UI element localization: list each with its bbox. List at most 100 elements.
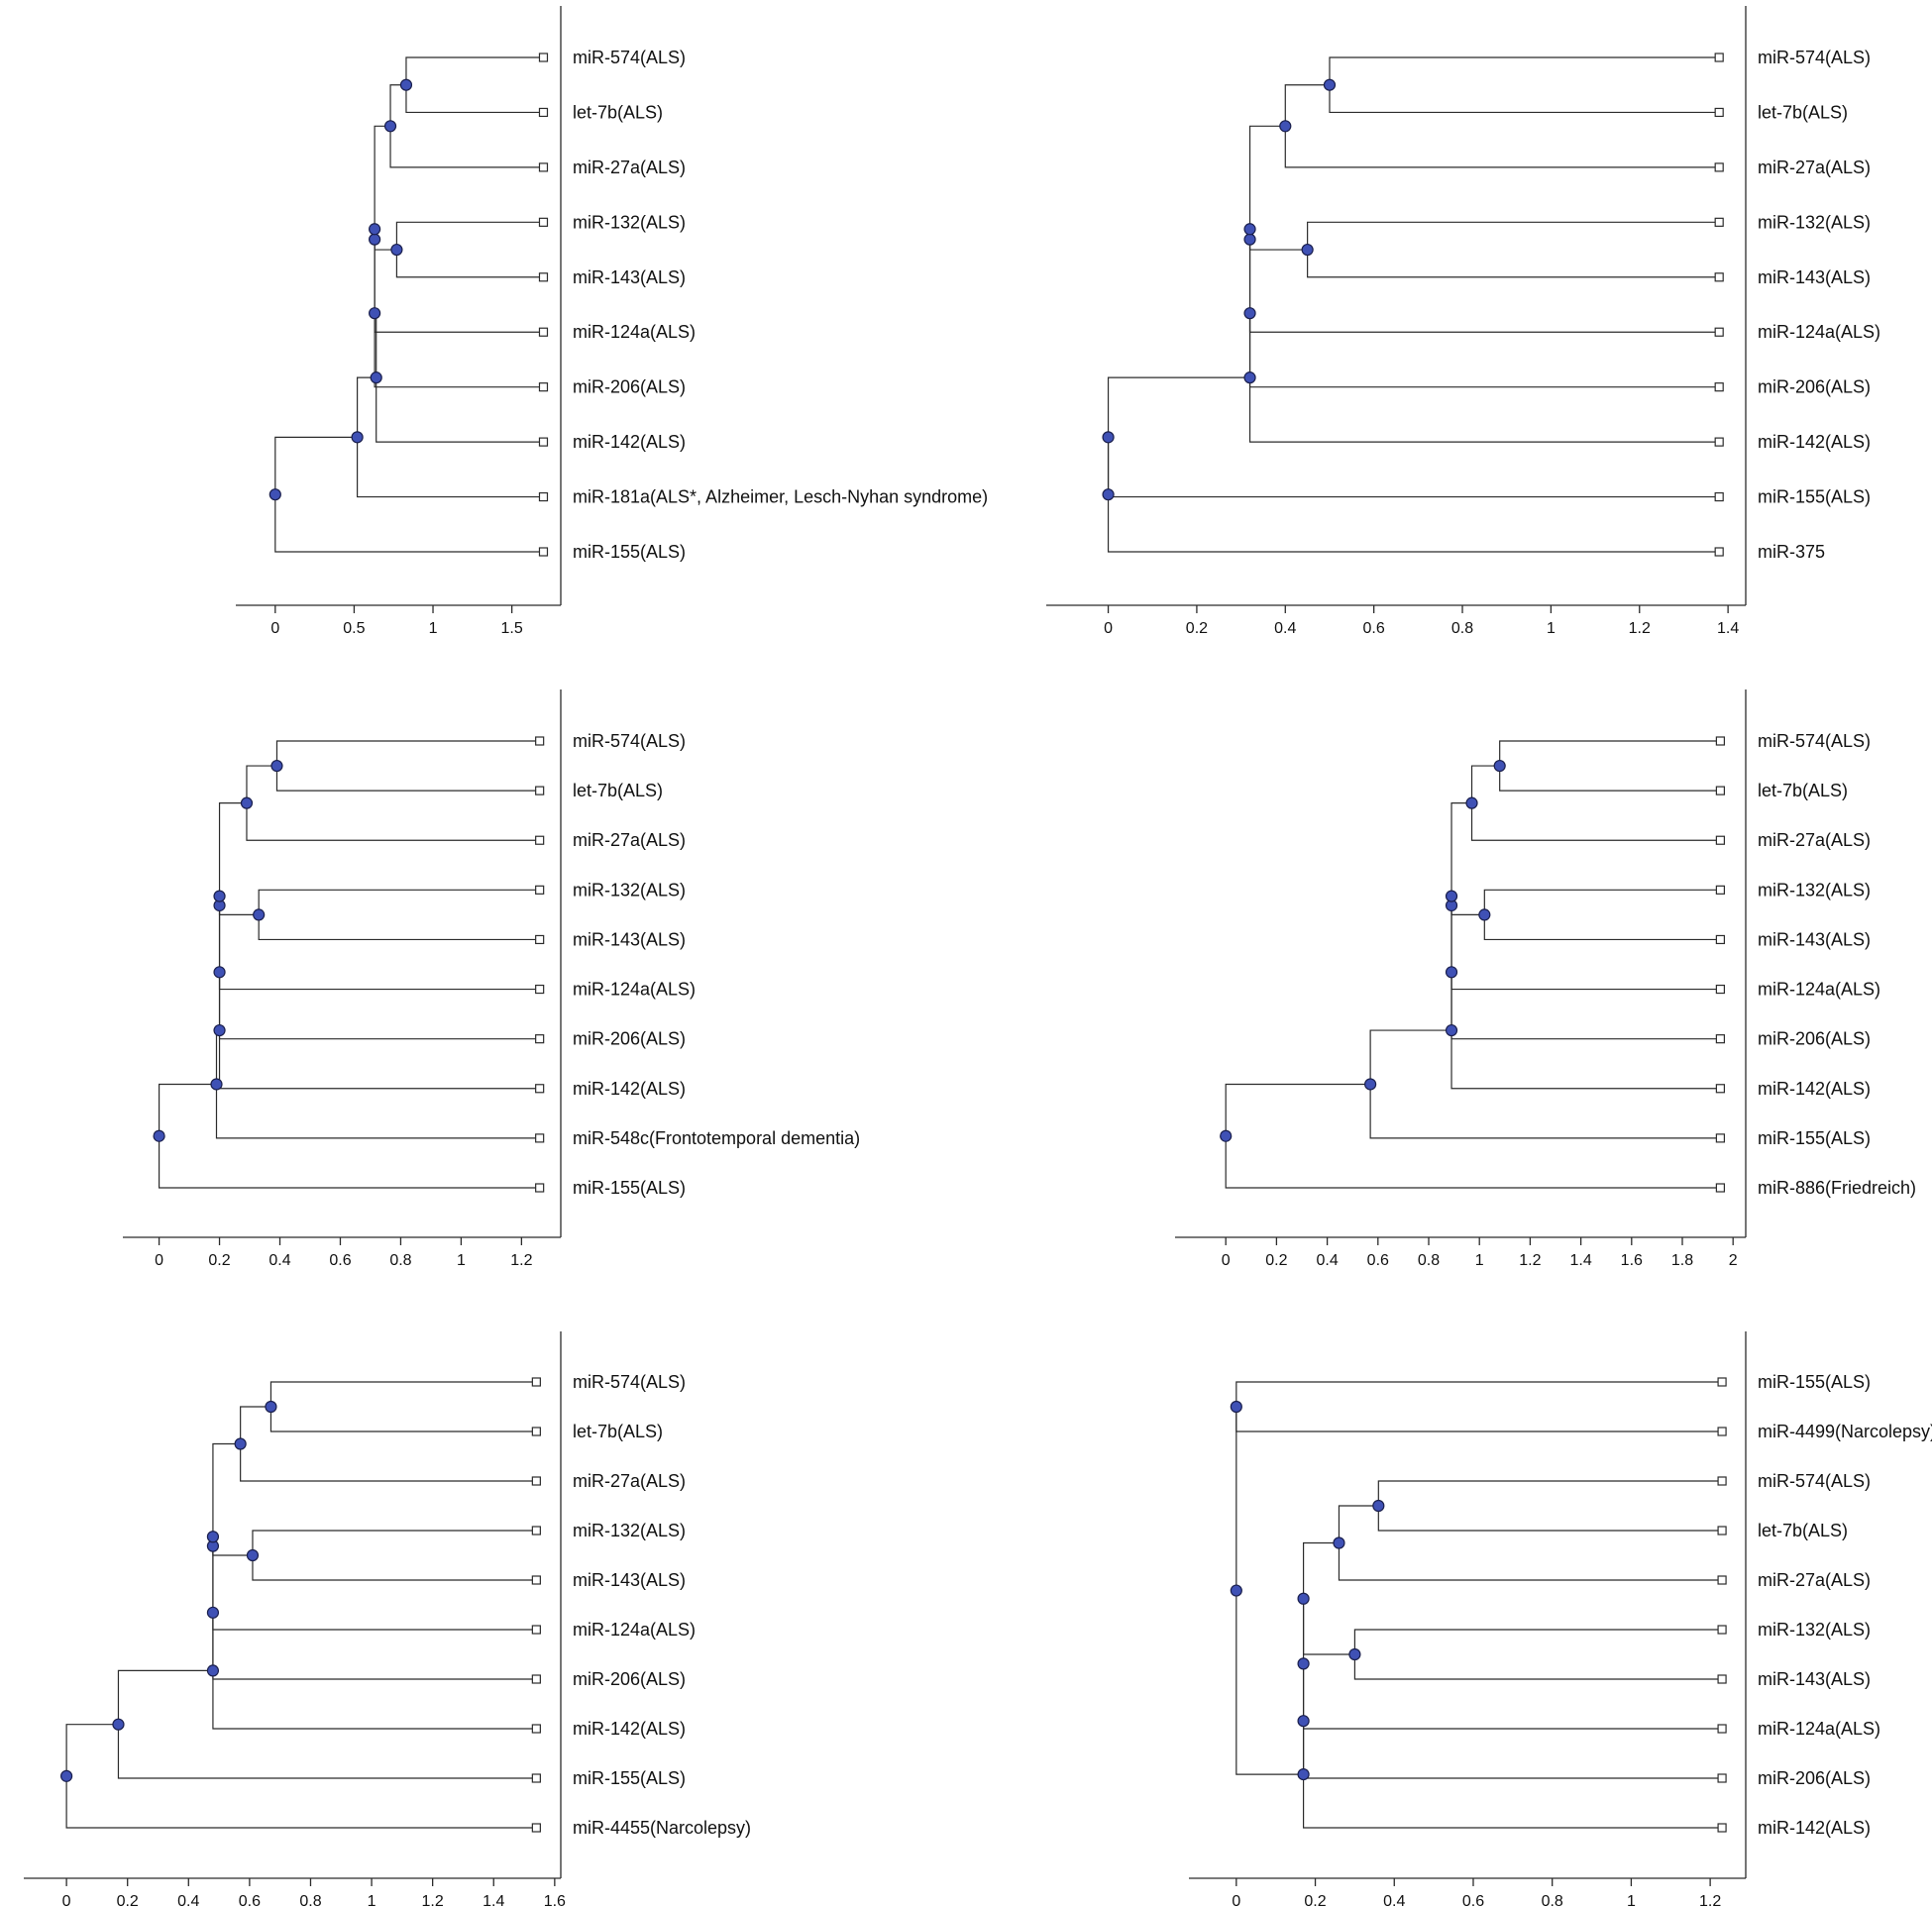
- merge-node: [1445, 890, 1458, 902]
- dendrogram-link: [269, 1381, 537, 1432]
- leaf-label: miR-206(ALS): [573, 377, 686, 397]
- dendrogram-link: [240, 1406, 537, 1482]
- leaf-label: miR-27a(ALS): [573, 158, 686, 177]
- dendrogram-link: [1225, 1083, 1721, 1189]
- leaf-marker: [1717, 1427, 1727, 1436]
- x-tick-label: 1: [1475, 1252, 1484, 1269]
- dendrogram-link: [117, 1669, 537, 1779]
- x-tick-label: 0.8: [1418, 1252, 1440, 1269]
- dendrogram-link: [1248, 239, 1720, 388]
- x-tick-label: 0: [62, 1893, 71, 1907]
- merge-node: [390, 243, 403, 257]
- merge-node: [270, 759, 283, 773]
- merge-node: [213, 1023, 226, 1037]
- merge-node: [153, 1129, 165, 1142]
- leaf-marker: [535, 1084, 545, 1094]
- x-tick-label: 0: [270, 620, 279, 637]
- leaf-marker: [538, 327, 549, 337]
- leaf-marker: [531, 1674, 541, 1684]
- x-tick-label: 1.8: [1671, 1252, 1693, 1269]
- dendrogram-panel-3: miR-574(ALS) let-7b(ALS) miR-27a(ALS) miR-1…: [123, 689, 860, 1269]
- x-tick-label: 0: [155, 1252, 163, 1269]
- merge-node: [213, 890, 226, 902]
- x-tick-label: 1: [429, 620, 438, 637]
- leaf-marker: [538, 491, 549, 502]
- leaf-label: miR-132(ALS): [573, 1521, 686, 1540]
- leaf-label: miR-132(ALS): [1758, 1620, 1871, 1640]
- merge-node: [240, 796, 254, 809]
- x-tick-label: 1: [368, 1893, 376, 1907]
- dendrogram-link: [1302, 1663, 1723, 1779]
- leaf-label: miR-132(ALS): [573, 880, 686, 900]
- leaf-marker: [1714, 272, 1724, 282]
- x-tick-label: 0: [1232, 1893, 1240, 1907]
- leaf-marker: [535, 934, 545, 945]
- merge-node: [1445, 966, 1458, 979]
- merge-node: [351, 431, 364, 444]
- x-tick-label: 0.4: [268, 1252, 290, 1269]
- merge-node: [1243, 371, 1256, 384]
- leaf-label: miR-206(ALS): [573, 1029, 686, 1049]
- leaf-marker: [535, 1133, 545, 1143]
- leaf-marker: [1714, 107, 1724, 118]
- leaf-marker: [531, 1377, 541, 1387]
- leaf-marker: [538, 162, 549, 172]
- x-tick-label: 0.8: [299, 1893, 321, 1907]
- x-tick-label: 1.4: [1717, 620, 1739, 637]
- leaf-label: miR-574(ALS): [1758, 48, 1871, 67]
- leaf-marker: [1717, 1724, 1727, 1734]
- merge-node: [1102, 431, 1115, 444]
- leaf-marker: [531, 1476, 541, 1486]
- merge-node: [1364, 1078, 1377, 1091]
- dendrogram-link: [246, 765, 540, 841]
- merge-node: [1348, 1647, 1361, 1661]
- merge-node: [60, 1769, 73, 1782]
- dendrogram-link: [275, 740, 540, 792]
- x-tick-label: 0.6: [239, 1893, 261, 1907]
- x-tick-label: 0.4: [1383, 1893, 1405, 1907]
- dendrogram-link: [1377, 1480, 1723, 1532]
- leaf-label: miR-124a(ALS): [1758, 980, 1880, 1000]
- merge-node: [1297, 1592, 1310, 1605]
- merge-node: [268, 488, 281, 501]
- leaf-marker: [1717, 1526, 1727, 1536]
- leaf-label: miR-206(ALS): [1758, 377, 1871, 397]
- leaf-marker: [531, 1526, 541, 1536]
- merge-node: [1102, 488, 1115, 501]
- x-tick-label: 1.2: [1629, 620, 1651, 637]
- dendrogram-link: [389, 84, 544, 168]
- leaf-marker: [538, 272, 549, 282]
- leaf-marker: [1715, 885, 1726, 895]
- merge-node: [1478, 908, 1491, 921]
- merge-node: [1243, 223, 1256, 236]
- dendrogram-link: [215, 1029, 540, 1139]
- leaf-label: miR-155(ALS): [1758, 1372, 1871, 1392]
- dendrogram-link: [357, 376, 544, 498]
- leaf-marker: [531, 1724, 541, 1734]
- x-tick-label: 1.2: [510, 1252, 532, 1269]
- merge-node: [1279, 120, 1292, 133]
- dendrogram-panel-1: miR-574(ALS) let-7b(ALS) miR-27a(ALS) miR-1…: [236, 6, 988, 637]
- leaf-label: miR-886(Friedreich): [1758, 1178, 1916, 1198]
- x-tick-label: 0.6: [329, 1252, 351, 1269]
- leaf-marker: [1717, 1773, 1727, 1783]
- leaf-label: miR-4499(Narcolepsy): [1758, 1422, 1932, 1441]
- dendrogram-link: [65, 1724, 537, 1829]
- leaf-label: miR-124a(ALS): [573, 1620, 696, 1640]
- dendrogram-link: [1235, 1381, 1723, 1432]
- leaf-marker: [531, 1575, 541, 1585]
- dendrogram-link: [218, 802, 540, 991]
- merge-node: [1493, 759, 1506, 773]
- leaf-label: miR-124a(ALS): [573, 322, 696, 342]
- dendrogram-link: [212, 1545, 537, 1680]
- x-tick-label: 1.5: [501, 620, 523, 637]
- merge-node: [234, 1437, 247, 1450]
- leaf-label: miR-27a(ALS): [1758, 1570, 1871, 1590]
- x-tick-label: 1: [1547, 620, 1556, 637]
- merge-node: [1243, 233, 1256, 246]
- dendrogram-link: [1302, 1541, 1355, 1655]
- x-tick-label: 0.4: [177, 1893, 199, 1907]
- leaf-marker: [1715, 984, 1726, 995]
- x-tick-label: 0.2: [1186, 620, 1208, 637]
